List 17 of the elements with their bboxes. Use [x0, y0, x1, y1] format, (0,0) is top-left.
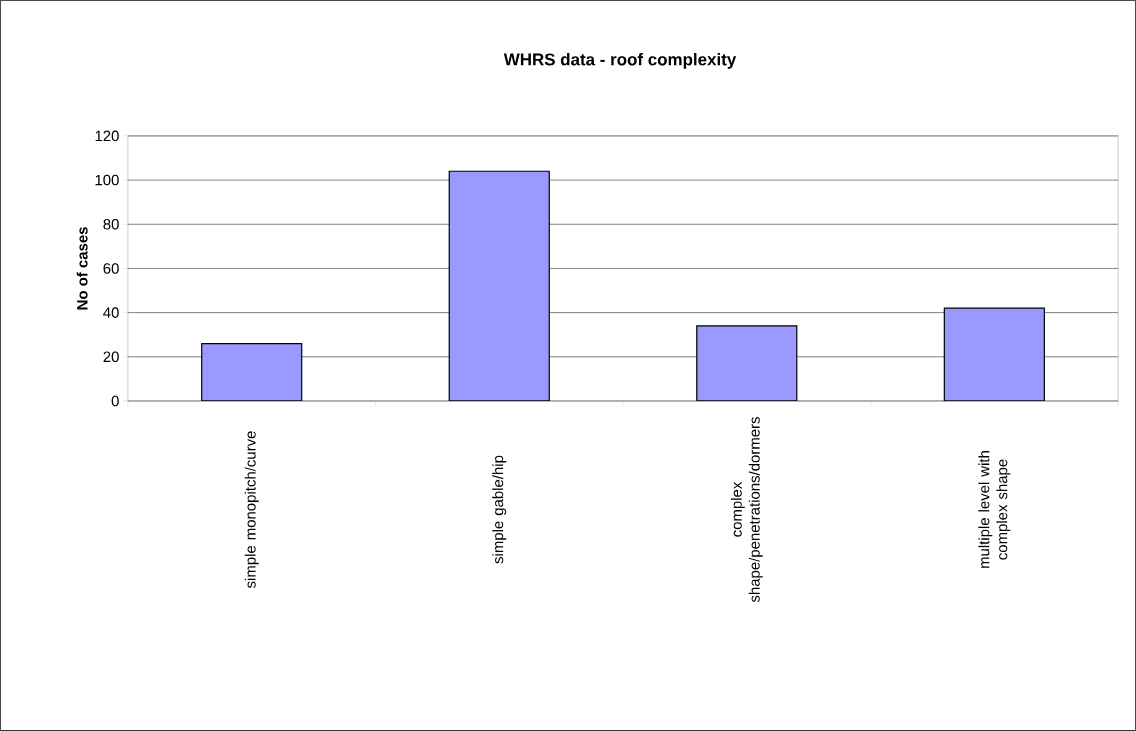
bar: [696, 325, 798, 401]
y-tick-label: 120: [95, 130, 119, 142]
y-tick-label: 80: [103, 219, 119, 230]
bar: [448, 170, 550, 401]
x-tick-label: simple monopitch/curve: [244, 431, 259, 589]
y-tick-label: 40: [103, 307, 119, 318]
x-tick-label: complex shape/penetrations/dormers: [730, 417, 763, 603]
y-tick-label: 60: [103, 263, 119, 274]
y-tick-label: 20: [103, 351, 119, 363]
bar: [943, 307, 1045, 401]
x-tick-label: multiple level with complex shape: [978, 451, 1011, 568]
x-tick-label: simple gable/hip: [492, 455, 507, 564]
y-axis-title: No of cases: [76, 227, 88, 310]
y-tick-label: 100: [95, 174, 119, 186]
chart-title: WHRS data - roof complexity: [503, 53, 737, 69]
y-tick-label: 0: [111, 395, 119, 407]
bar: [201, 342, 303, 401]
